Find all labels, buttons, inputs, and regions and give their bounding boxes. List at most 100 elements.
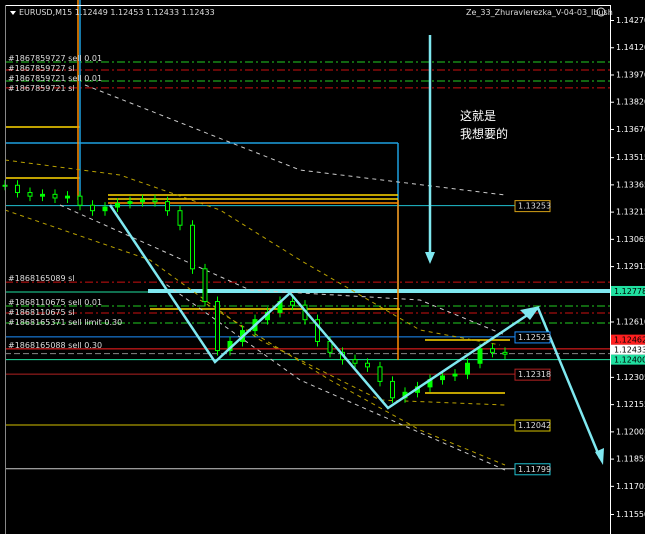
smiley-icon[interactable] <box>596 7 606 17</box>
y-tick <box>610 485 614 487</box>
candle <box>177 210 183 226</box>
candle <box>40 193 45 197</box>
y-tick-label: 1.12305 <box>616 373 645 382</box>
y-tick-label: 1.12155 <box>616 400 645 409</box>
candle <box>315 319 320 342</box>
order-label: #1868110675 sl <box>8 308 75 317</box>
envelope-curve <box>59 204 506 336</box>
candle <box>377 366 383 382</box>
y-tick <box>610 238 614 240</box>
candle <box>440 375 445 381</box>
candle <box>477 348 483 364</box>
arrow-head-icon <box>520 306 540 320</box>
candle <box>102 206 108 212</box>
y-tick <box>610 211 614 213</box>
y-tick-label: 1.13970 <box>616 70 645 79</box>
candle <box>365 362 370 368</box>
price-axis-border <box>610 5 611 534</box>
price-label: 1.12042 <box>518 421 551 430</box>
y-tick-label: 1.11855 <box>616 455 645 464</box>
price-label-box <box>514 200 551 213</box>
envelope-curve <box>159 279 506 471</box>
y-tick <box>610 74 614 76</box>
candle <box>152 199 158 203</box>
envelope-curve <box>4 209 506 406</box>
order-label: #1868110675 sell 0.01 <box>8 298 102 307</box>
y-tick-label: 1.11705 <box>616 482 645 491</box>
axis-price-tag-text: 1.12778 <box>614 287 645 296</box>
candle <box>65 195 70 199</box>
axis-price-tag-text: 1.12462 <box>614 336 645 345</box>
axis-price-tag-text: 1.12400 <box>614 356 645 365</box>
y-tick-label: 1.12005 <box>616 427 645 436</box>
candle <box>52 193 58 199</box>
envelope-curve <box>199 299 506 466</box>
y-tick-label: 1.13670 <box>616 125 645 134</box>
annotation-line-2: 我想要的 <box>460 126 508 141</box>
y-tick-label: 1.11550 <box>616 510 645 519</box>
candle <box>490 348 495 353</box>
dropdown-triangle-icon[interactable] <box>10 11 16 15</box>
y-tick-label: 1.13215 <box>616 208 645 217</box>
axis-price-tag <box>611 354 645 365</box>
price-label-box <box>514 331 551 344</box>
candle <box>27 192 33 197</box>
arrow-head-icon <box>595 448 604 465</box>
candle <box>77 195 83 206</box>
axis-price-tag <box>611 285 645 296</box>
candle <box>90 204 95 212</box>
order-label: #1867859721 sl <box>8 84 75 93</box>
symbol-info: EURUSD,M15 1.12449 1.12453 1.12433 1.124… <box>19 8 215 17</box>
y-tick-label: 1.12915 <box>616 262 645 271</box>
y-tick-label: 1.14120 <box>616 43 645 52</box>
candle <box>202 268 208 303</box>
price-label-box <box>514 419 551 432</box>
candle <box>190 224 195 270</box>
y-tick <box>610 101 614 103</box>
chart-left-border <box>5 5 6 534</box>
price-label: 1.12523 <box>518 333 551 342</box>
y-tick-label: 1.13065 <box>616 235 645 244</box>
candle <box>140 199 145 203</box>
y-tick <box>610 47 614 49</box>
candle <box>465 362 470 375</box>
candle <box>15 184 20 194</box>
candle <box>165 201 170 212</box>
candle <box>127 201 133 204</box>
order-label: #1868165088 sell 0.30 <box>8 341 102 350</box>
order-label: #1868165371 sell limit 0.30 <box>8 318 122 327</box>
y-tick-label: 1.13515 <box>616 153 645 162</box>
envelope-curve <box>4 159 501 346</box>
chart-top-border <box>5 5 610 6</box>
envelope-curve <box>84 84 506 196</box>
price-label: 1.13253 <box>518 202 551 211</box>
y-tick <box>610 376 614 378</box>
y-tick <box>610 431 614 433</box>
price-label-box <box>514 368 551 381</box>
y-tick <box>610 266 614 268</box>
candle <box>215 301 220 352</box>
y-tick <box>610 184 614 186</box>
y-tick-label: 1.13365 <box>616 180 645 189</box>
y-tick <box>610 458 614 460</box>
candle <box>115 202 120 208</box>
price-label-box <box>514 463 551 476</box>
price-label: 1.11799 <box>518 465 551 474</box>
y-tick <box>610 128 614 130</box>
y-tick <box>610 404 614 406</box>
axis-price-tag <box>611 344 645 355</box>
candle <box>390 380 395 399</box>
y-tick <box>610 321 614 323</box>
order-label: #1867859721 sell 0.01 <box>8 74 102 83</box>
candle <box>452 373 458 377</box>
candle <box>290 301 295 306</box>
annotation-line-1: 这就是 <box>460 108 496 123</box>
y-tick-label: 1.12610 <box>616 317 645 326</box>
y-tick <box>610 20 614 21</box>
expert-name: Ze_33_Zhuravlerezka_V-04-03_Ibush <box>466 8 613 17</box>
arrow-down-icon <box>425 252 435 264</box>
y-tick <box>610 157 614 159</box>
order-label: #1867859727 sl <box>8 64 75 73</box>
